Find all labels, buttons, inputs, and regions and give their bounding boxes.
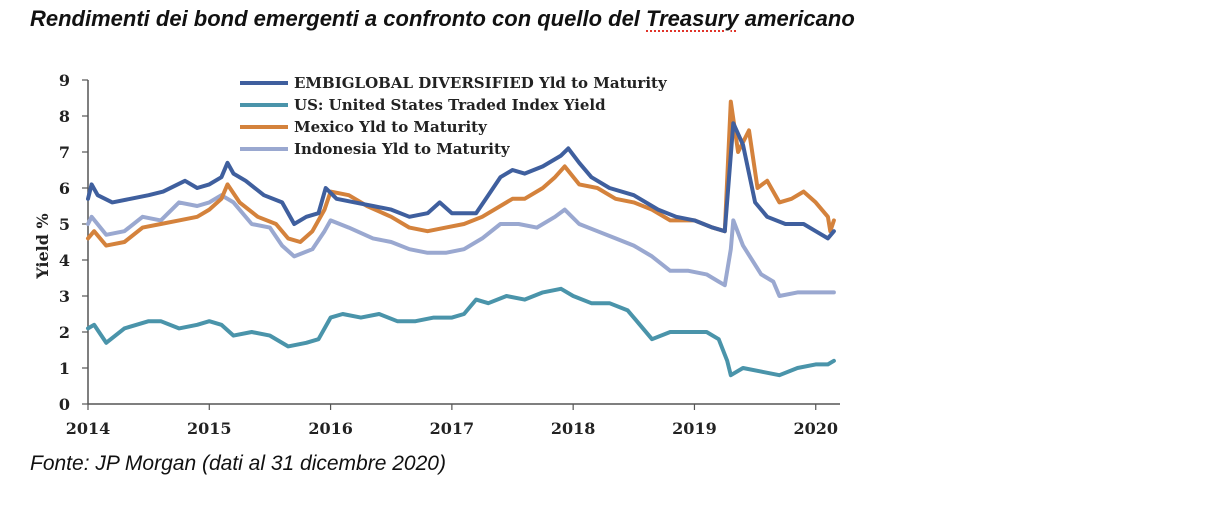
y-tick-label: 6: [59, 179, 70, 198]
y-tick-label: 0: [59, 395, 70, 414]
y-tick-label: 2: [59, 323, 70, 342]
x-tick-label: 2019: [672, 419, 717, 438]
chart-axes: 0 1 2 3 4 5 6 7 8 9 2014 2015 2016 2017 2018 2019 2020: [59, 71, 840, 438]
series-line-3: [86, 193, 836, 298]
legend-label-3: Indonesia Yld to Maturity: [294, 140, 511, 158]
series-line-2: [86, 99, 836, 248]
series-line-0: [86, 121, 836, 241]
chart-legend: EMBIGLOBAL DIVERSIFIED Yld to Maturity US…: [240, 74, 668, 158]
y-tick-label: 5: [59, 215, 70, 234]
legend-label-2: Mexico Yld to Maturity: [294, 118, 488, 136]
x-tick-label: 2014: [66, 419, 111, 438]
legend-label-1: US: United States Traded Index Yield: [294, 96, 606, 114]
series-line-1: [86, 286, 836, 378]
x-tick-label: 2018: [551, 419, 596, 438]
y-tick-label: 4: [59, 251, 70, 270]
y-tick-label: 1: [59, 359, 70, 378]
page-title: Rendimenti dei bond emergenti a confront…: [30, 6, 855, 32]
y-tick-label: 3: [59, 287, 70, 306]
yield-line-chart: 0 1 2 3 4 5 6 7 8 9 2014 2015 2016 2017 2018 2019 2020 E…: [33, 71, 840, 438]
title-text-after: americano: [738, 6, 855, 31]
y-tick-label: 7: [59, 143, 70, 162]
y-tick-label: 9: [59, 71, 70, 90]
source-note: Fonte: JP Morgan (dati al 31 dicembre 20…: [30, 452, 446, 475]
x-tick-label: 2016: [308, 419, 353, 438]
title-text-before: Rendimenti dei bond emergenti a confront…: [30, 6, 647, 31]
x-tick-label: 2017: [430, 419, 475, 438]
legend-label-0: EMBIGLOBAL DIVERSIFIED Yld to Maturity: [294, 74, 668, 92]
y-tick-label: 8: [59, 107, 70, 126]
x-tick-label: 2020: [793, 419, 838, 438]
title-text-highlight: Treasury: [646, 6, 739, 31]
y-axis-label: Yield %: [33, 213, 52, 279]
chart-series-lines: [86, 99, 836, 378]
x-tick-label: 2015: [187, 419, 232, 438]
